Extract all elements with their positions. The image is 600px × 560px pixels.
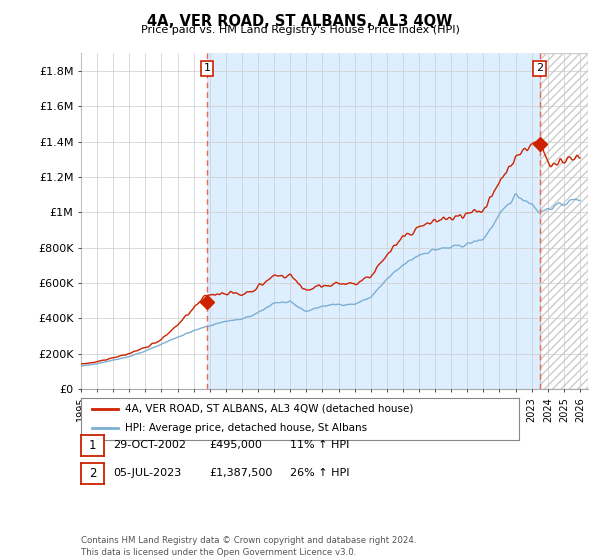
- Text: 05-JUL-2023: 05-JUL-2023: [113, 468, 181, 478]
- Text: Price paid vs. HM Land Registry's House Price Index (HPI): Price paid vs. HM Land Registry's House …: [140, 25, 460, 35]
- Text: Contains HM Land Registry data © Crown copyright and database right 2024.
This d: Contains HM Land Registry data © Crown c…: [81, 536, 416, 557]
- Bar: [207, 53, 540, 389]
- Text: 1: 1: [203, 63, 211, 73]
- Text: 4A, VER ROAD, ST ALBANS, AL3 4QW: 4A, VER ROAD, ST ALBANS, AL3 4QW: [148, 14, 452, 29]
- Text: 4A, VER ROAD, ST ALBANS, AL3 4QW (detached house): 4A, VER ROAD, ST ALBANS, AL3 4QW (detach…: [125, 404, 413, 414]
- Text: 11% ↑ HPI: 11% ↑ HPI: [290, 440, 349, 450]
- Text: £1,387,500: £1,387,500: [209, 468, 272, 478]
- Text: 26% ↑ HPI: 26% ↑ HPI: [290, 468, 349, 478]
- Text: 2: 2: [89, 466, 96, 480]
- Text: £495,000: £495,000: [209, 440, 262, 450]
- Text: HPI: Average price, detached house, St Albans: HPI: Average price, detached house, St A…: [125, 423, 367, 433]
- Text: 1: 1: [89, 438, 96, 452]
- Text: 29-OCT-2002: 29-OCT-2002: [113, 440, 186, 450]
- Text: 2: 2: [536, 63, 543, 73]
- Bar: [540, 53, 588, 389]
